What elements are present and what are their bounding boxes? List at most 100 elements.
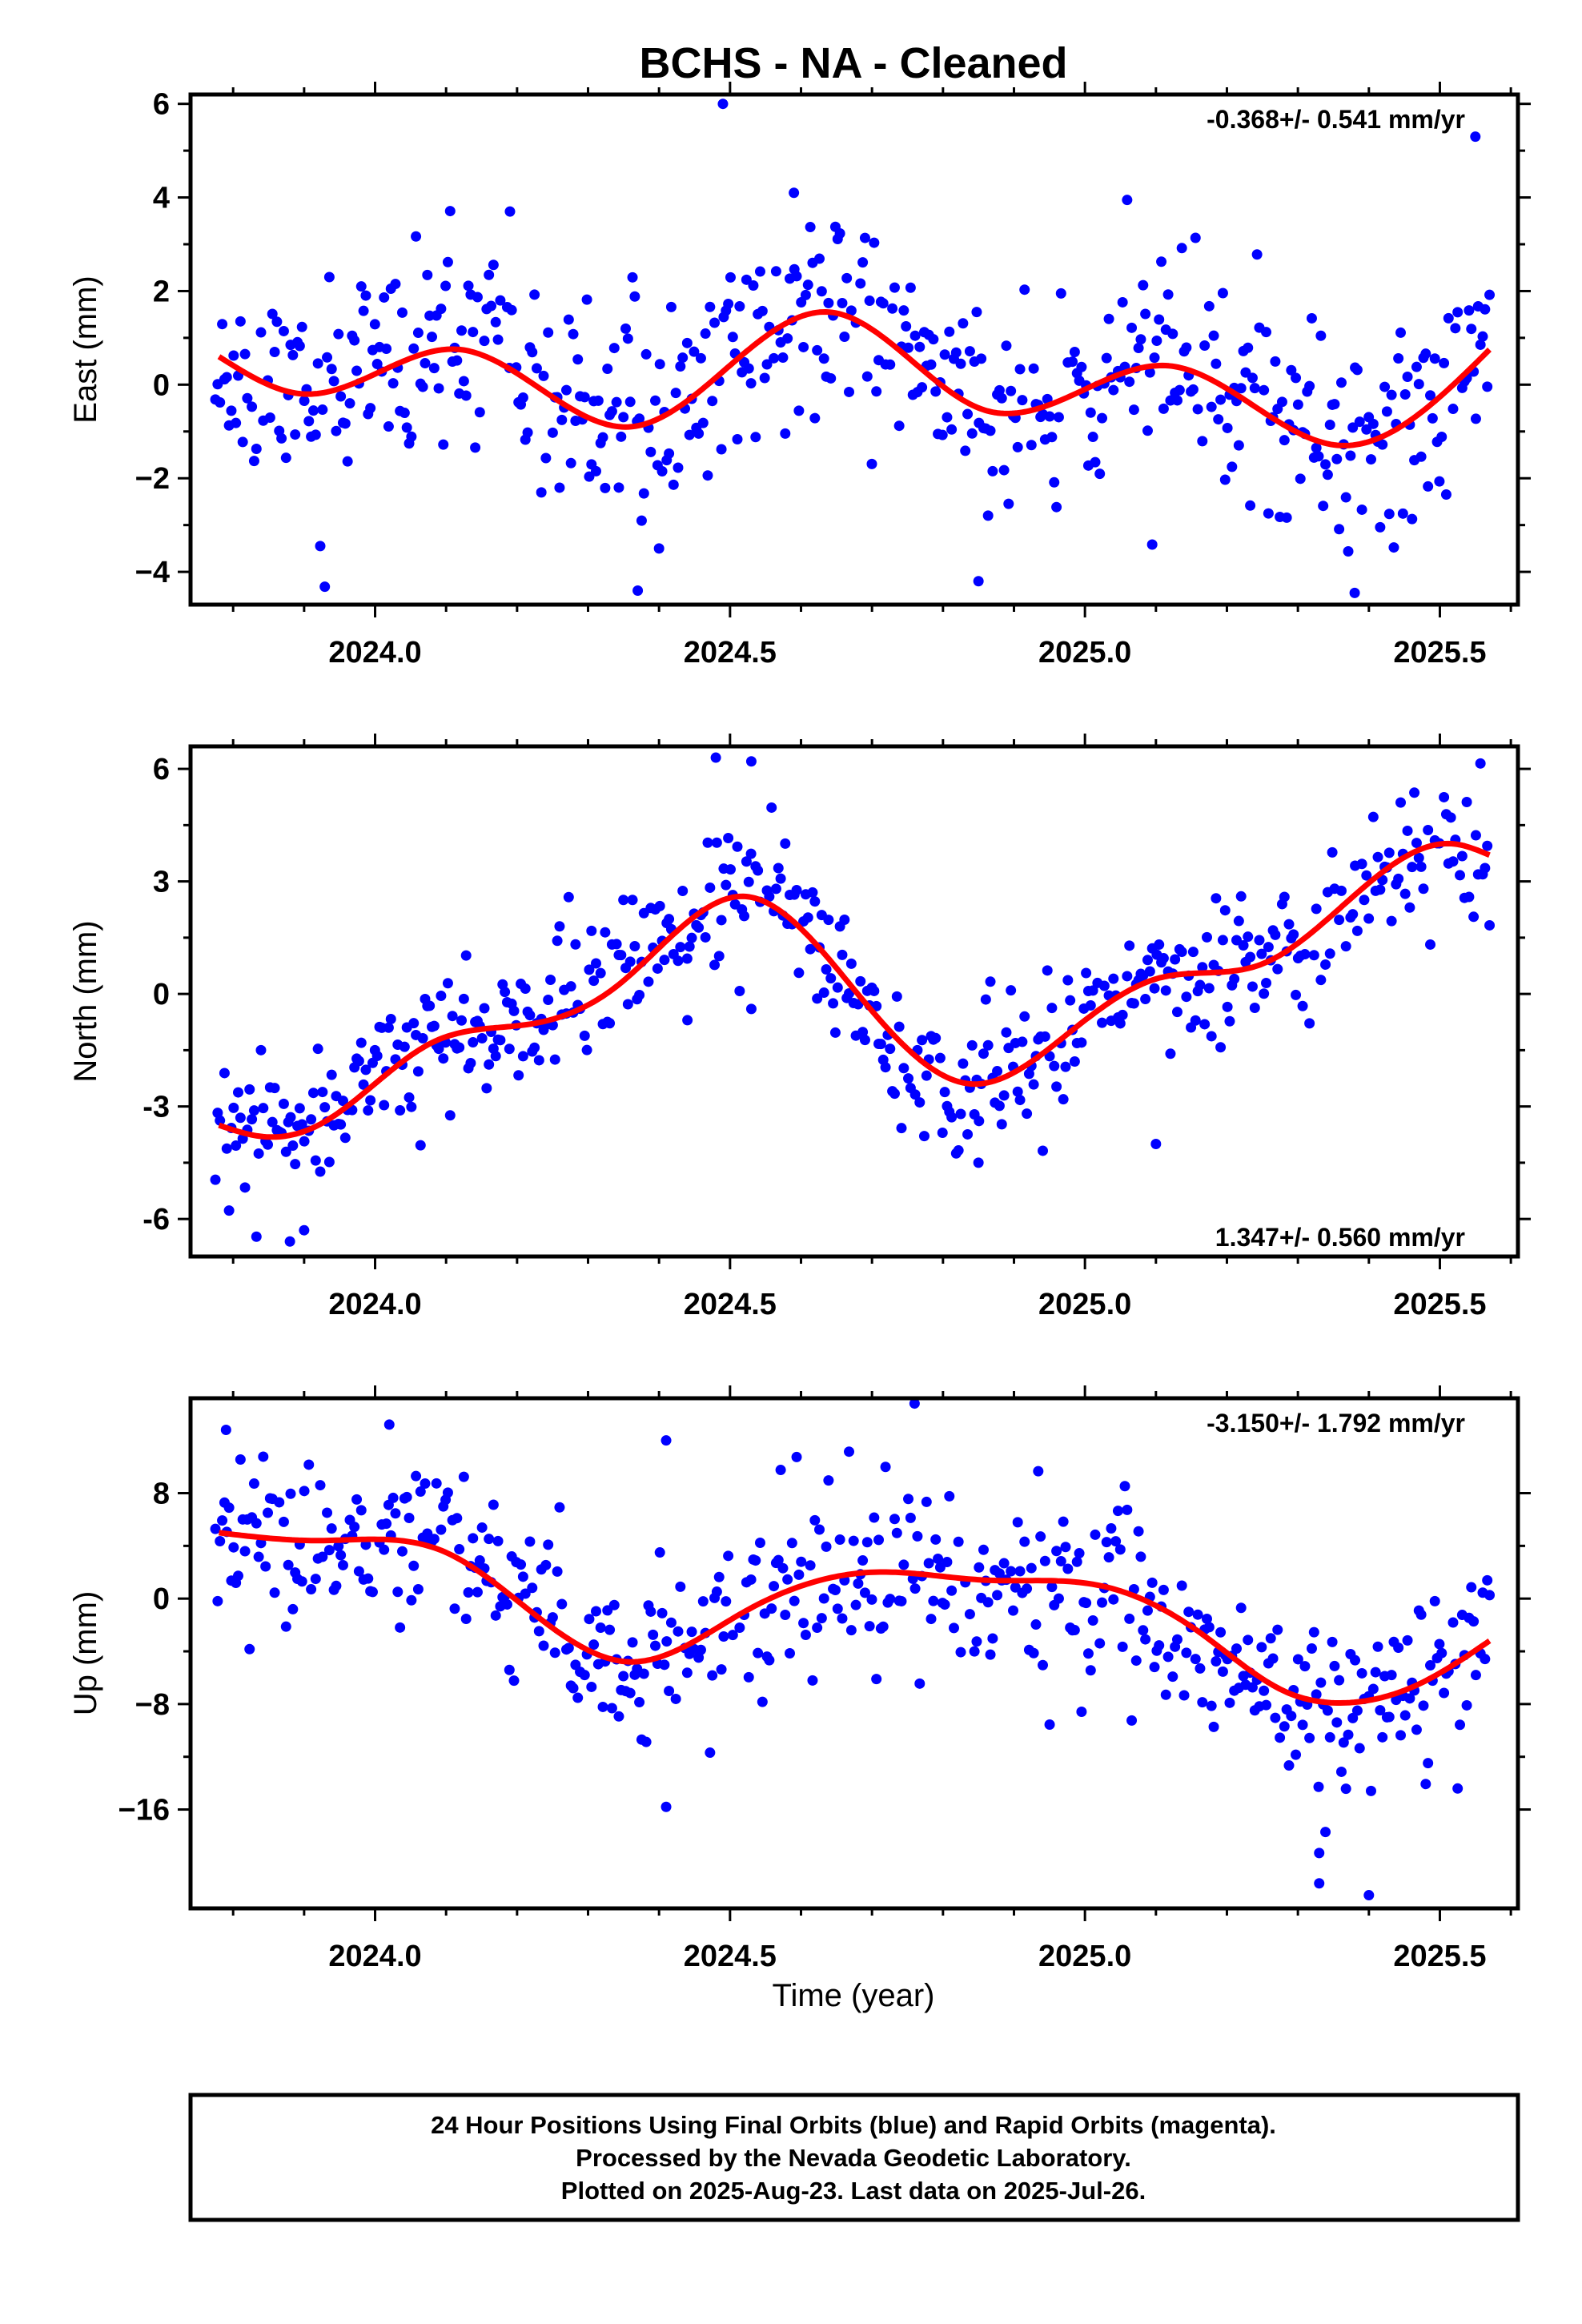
data-point (802, 279, 813, 291)
data-point (796, 1556, 807, 1567)
data-point (531, 363, 542, 374)
data-point (590, 958, 601, 969)
data-point (1197, 962, 1208, 973)
data-point (1030, 1619, 1042, 1630)
data-point (1343, 546, 1354, 557)
data-point (905, 1512, 916, 1523)
data-point (1425, 939, 1436, 950)
data-point (677, 352, 689, 364)
data-point (1324, 1731, 1335, 1743)
data-point (818, 353, 829, 364)
data-point (1308, 1626, 1319, 1638)
data-point (697, 1596, 709, 1607)
data-point (484, 1534, 495, 1545)
data-point (721, 1596, 732, 1607)
data-point (1135, 334, 1146, 345)
data-point (793, 405, 805, 416)
data-point (392, 1586, 404, 1598)
data-point (994, 1100, 1005, 1112)
data-point (764, 891, 775, 903)
data-point (1331, 1717, 1343, 1728)
data-point (608, 343, 620, 354)
data-point (1062, 975, 1074, 986)
x-tick-label: 2024.5 (684, 636, 777, 669)
data-point (1315, 975, 1327, 986)
data-point (1375, 884, 1386, 895)
data-point (258, 1103, 269, 1114)
data-point (845, 305, 857, 316)
data-point (452, 355, 463, 366)
data-point (880, 1462, 891, 1473)
data-point (1046, 1003, 1058, 1014)
data-point (484, 1059, 495, 1070)
data-point (424, 1000, 436, 1011)
data-point (1106, 1522, 1117, 1534)
data-point (1311, 442, 1322, 453)
data-point (549, 1054, 560, 1065)
data-point (210, 1174, 221, 1185)
data-point (239, 1546, 251, 1557)
data-point (1202, 931, 1213, 943)
data-point (1081, 1598, 1092, 1609)
data-point (444, 206, 456, 217)
data-point (616, 950, 627, 961)
data-point (540, 1559, 552, 1570)
data-point (753, 865, 764, 876)
data-point (1259, 384, 1270, 396)
data-point (985, 425, 996, 436)
data-point (220, 1425, 231, 1436)
data-point (1190, 1654, 1201, 1665)
data-point (903, 342, 914, 353)
data-point (1351, 364, 1363, 376)
data-point (588, 975, 600, 987)
data-point (296, 1119, 307, 1130)
data-point (757, 1696, 768, 1707)
data-point (520, 983, 531, 994)
data-point (1187, 947, 1199, 958)
data-point (624, 1687, 636, 1699)
data-point (773, 862, 784, 874)
data-point (263, 1139, 274, 1150)
data-point (296, 1576, 307, 1587)
data-point (1415, 451, 1427, 462)
data-point (928, 334, 939, 345)
data-point (383, 1022, 394, 1033)
data-point (1238, 940, 1249, 951)
data-point (1318, 501, 1329, 512)
data-point (750, 1555, 761, 1566)
data-point (278, 1098, 289, 1109)
data-point (721, 879, 732, 891)
y-tick-label: 8 (153, 1478, 170, 1511)
data-point (873, 1534, 885, 1546)
data-point (264, 412, 275, 424)
data-point (438, 1053, 449, 1064)
data-point (1006, 1566, 1017, 1577)
data-point (1447, 1617, 1459, 1628)
data-point (1167, 328, 1178, 340)
data-point (1233, 440, 1244, 451)
data-point (508, 1005, 520, 1016)
data-point (844, 386, 855, 397)
data-point (1076, 1037, 1087, 1048)
data-point (994, 384, 1005, 396)
data-point (971, 1636, 982, 1647)
data-point (312, 358, 323, 369)
data-point (1069, 1056, 1080, 1068)
data-point (998, 1558, 1010, 1569)
data-point (396, 307, 408, 318)
data-point (681, 337, 693, 348)
data-point (412, 328, 424, 339)
data-point (1270, 1712, 1281, 1723)
data-point (1224, 1015, 1235, 1027)
east-panel: 6 4 2 0 −2 −4 2024.0 2024.5 2025.0 2025.5 East (mm… (68, 82, 1531, 669)
data-point (1019, 1011, 1030, 1022)
data-point (1308, 950, 1319, 961)
data-point (1044, 411, 1055, 422)
data-point (1313, 1781, 1324, 1792)
x-tick-label: 2024.0 (328, 1940, 421, 1973)
data-point (1272, 1624, 1283, 1635)
data-point (1356, 858, 1367, 870)
data-point (579, 392, 590, 403)
data-point (468, 1037, 479, 1048)
data-point (371, 359, 383, 370)
